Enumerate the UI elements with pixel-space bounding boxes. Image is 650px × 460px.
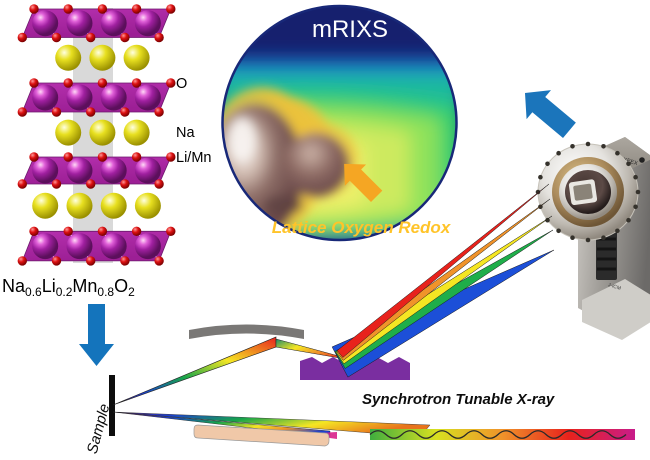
svg-text:Synchrotron Tunable X-ray: Synchrotron Tunable X-ray bbox=[362, 391, 555, 408]
